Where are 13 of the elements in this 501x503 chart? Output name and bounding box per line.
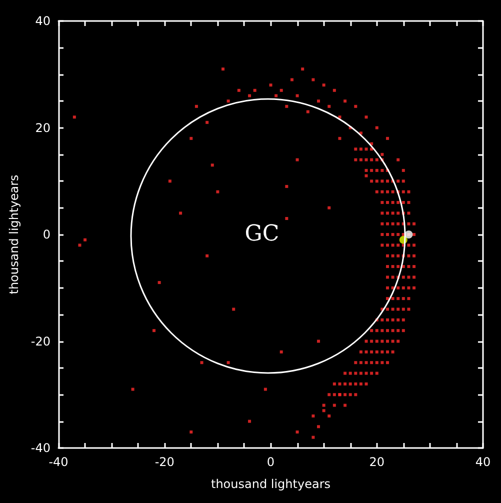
annotation: GC (244, 222, 280, 246)
y-axis-title: thousand lightyears (7, 174, 21, 294)
y-tick-label: 40 (35, 14, 50, 28)
y-tick-label: 20 (35, 120, 50, 135)
x-tick-label: 40 (475, 455, 491, 469)
y-tick-label: -20 (30, 334, 50, 348)
y-tick-label: -40 (30, 441, 50, 455)
x-axis-title: thousand lightyears (210, 477, 331, 491)
x-tick-label: 0 (266, 455, 275, 469)
x-tick-label: -20 (154, 455, 174, 469)
x-tick-label: -40 (48, 455, 68, 469)
x-tick-label: 20 (369, 455, 385, 469)
y-tick-label: 0 (42, 228, 50, 242)
